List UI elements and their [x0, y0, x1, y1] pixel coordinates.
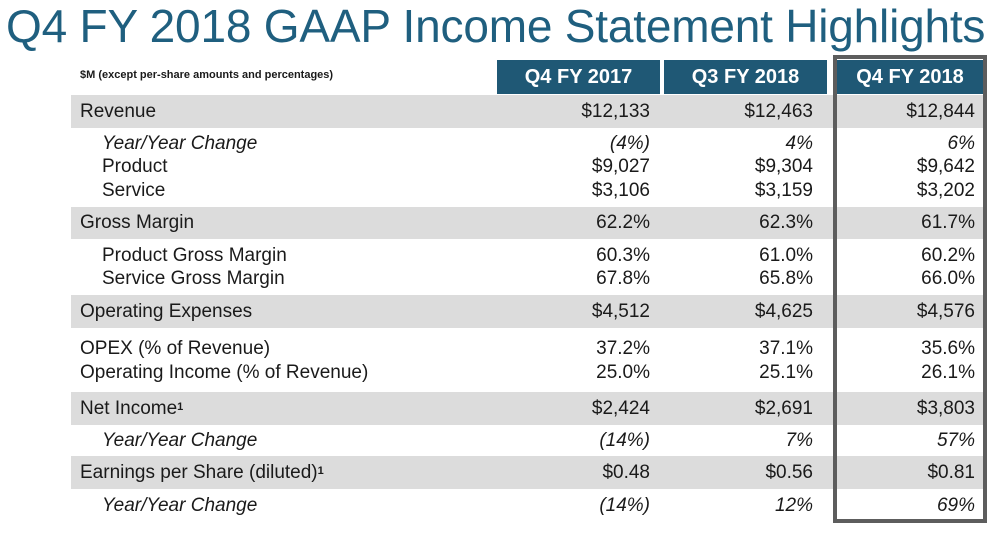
value-cell: (14%) [599, 495, 650, 516]
value-cell: 62.3% [759, 212, 813, 233]
value-cell: (4%) [609, 133, 650, 154]
value-cell: $12,463 [744, 101, 813, 122]
row-label: Service Gross Margin [102, 268, 285, 289]
row-label: Year/Year Change [102, 495, 258, 516]
value-cell: $12,844 [906, 101, 975, 122]
row-band-net-income [71, 392, 987, 425]
value-cell: $9,304 [754, 156, 813, 177]
value-cell: (14%) [599, 430, 650, 451]
column-header-q4-fy2018: Q4 FY 2018 [837, 60, 983, 94]
value-cell: $4,512 [591, 301, 650, 322]
row-label-text: Net Income [80, 398, 178, 419]
page-title: Q4 FY 2018 GAAP Income Statement Highlig… [6, 0, 986, 52]
footnote-marker: 1 [177, 401, 184, 413]
row-label: OPEX (% of Revenue) [80, 338, 271, 359]
value-cell: 57% [936, 430, 975, 451]
row-label: Operating Income (% of Revenue) [80, 362, 369, 383]
value-cell: 67.8% [596, 268, 650, 289]
row-band-gross-margin [71, 207, 987, 239]
value-cell: $4,625 [754, 301, 813, 322]
value-cell: 62.2% [596, 212, 650, 233]
value-cell: $3,159 [754, 180, 813, 201]
value-cell: $2,424 [591, 398, 650, 419]
row-label: Revenue [80, 101, 157, 122]
row-label: Operating Expenses [80, 301, 253, 322]
value-cell: $9,027 [591, 156, 650, 177]
row-label: Gross Margin [80, 212, 195, 233]
row-label: Service [102, 180, 166, 201]
value-cell: $3,202 [916, 180, 975, 201]
row-label: Product [102, 156, 168, 177]
value-cell: 37.1% [759, 338, 813, 359]
value-cell: 65.8% [759, 268, 813, 289]
value-cell: 25.1% [759, 362, 813, 383]
value-cell: 6% [947, 133, 975, 154]
value-cell: 4% [785, 133, 813, 154]
value-cell: $0.56 [765, 462, 813, 483]
value-cell: 61.7% [921, 212, 975, 233]
value-cell: 26.1% [921, 362, 975, 383]
units-note: $M (except per-share amounts and percent… [80, 69, 334, 81]
row-label: Product Gross Margin [102, 245, 287, 266]
value-cell: $0.48 [602, 462, 650, 483]
value-cell: $3,803 [916, 398, 975, 419]
row-label: Year/Year Change [102, 133, 258, 154]
value-cell: $2,691 [754, 398, 813, 419]
value-cell: $9,642 [916, 156, 975, 177]
value-cell: 35.6% [921, 338, 975, 359]
row-label-text: Earnings per Share (diluted) [80, 462, 318, 483]
value-cell: 60.3% [596, 245, 650, 266]
value-cell: $4,576 [916, 301, 975, 322]
column-header-q3-fy2018: Q3 FY 2018 [664, 60, 827, 94]
row-band-revenue [71, 95, 987, 128]
value-cell: 25.0% [596, 362, 650, 383]
value-cell: 60.2% [921, 245, 975, 266]
value-cell: 37.2% [596, 338, 650, 359]
value-cell: $3,106 [591, 180, 650, 201]
column-header-q4-fy2017: Q4 FY 2017 [497, 60, 660, 94]
footnote-marker: 1 [317, 465, 324, 477]
value-cell: 66.0% [921, 268, 975, 289]
value-cell: 12% [774, 495, 813, 516]
row-label: Net Income1 [80, 398, 183, 420]
row-label: Earnings per Share (diluted)1 [80, 462, 324, 484]
value-cell: $12,133 [581, 101, 650, 122]
value-cell: $0.81 [927, 462, 975, 483]
value-cell: 69% [936, 495, 975, 516]
value-cell: 61.0% [759, 245, 813, 266]
value-cell: 7% [785, 430, 813, 451]
row-label: Year/Year Change [102, 430, 258, 451]
